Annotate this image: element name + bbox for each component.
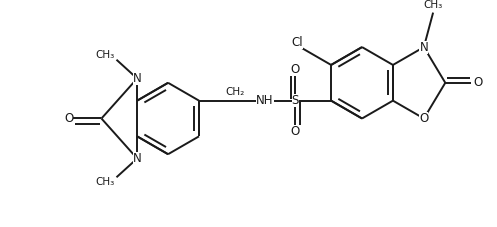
Text: CH₃: CH₃	[423, 0, 443, 10]
Text: O: O	[64, 112, 73, 125]
Text: CH₃: CH₃	[95, 177, 115, 187]
Text: S: S	[292, 94, 299, 107]
Text: CH₂: CH₂	[225, 87, 245, 97]
Text: Cl: Cl	[292, 36, 303, 49]
Text: O: O	[473, 76, 482, 89]
Text: O: O	[419, 112, 428, 125]
Text: O: O	[291, 63, 300, 76]
Text: NH: NH	[256, 94, 274, 107]
Text: N: N	[419, 41, 428, 54]
Text: N: N	[133, 72, 142, 85]
Text: CH₃: CH₃	[95, 50, 115, 60]
Text: O: O	[291, 126, 300, 138]
Text: N: N	[133, 152, 142, 165]
